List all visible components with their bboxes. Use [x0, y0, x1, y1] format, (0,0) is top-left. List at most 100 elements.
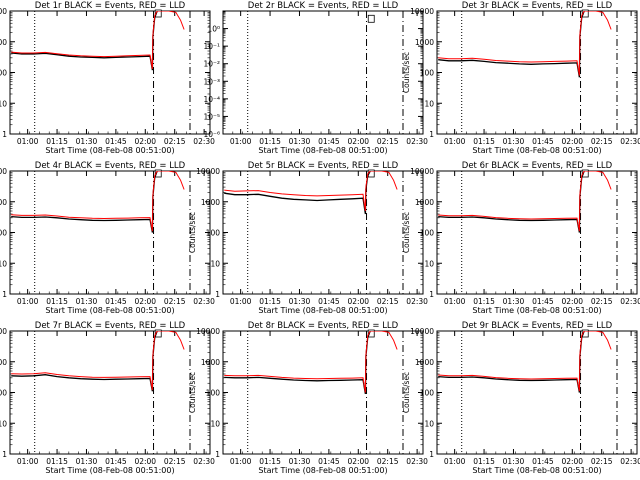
- y-tick-label: 10: [0, 419, 7, 428]
- y-tick-label: 10⁻³: [203, 77, 220, 86]
- events-series-line: [11, 11, 158, 71]
- y-tick-label: 1: [215, 290, 220, 299]
- x-tick-label: 01:45: [318, 457, 340, 466]
- y-tick-label: 1: [429, 130, 434, 139]
- x-tick-label: 02:15: [591, 457, 613, 466]
- y-tick-label: 100: [0, 229, 7, 238]
- events-series-line: [438, 331, 585, 393]
- x-tick-label: 01:30: [503, 137, 525, 146]
- lld-series-line: [11, 331, 185, 391]
- attenuator-box-marker: [581, 9, 589, 18]
- y-tick-label: 10000: [0, 167, 7, 176]
- x-tick-label: 01:45: [532, 137, 554, 146]
- x-tick-label: 02:15: [377, 137, 399, 146]
- x-tick-label: 02:30: [406, 137, 428, 146]
- plot-frame: [436, 10, 638, 135]
- lld-series-line: [224, 331, 398, 393]
- x-axis-label: Start Time (08-Feb-08 00:51:00): [258, 466, 387, 475]
- detector-panel-8: Det 8r BLACK = Events, RED = LLD 1 10 100 10…: [188, 321, 428, 475]
- x-tick-label: 01:00: [444, 457, 466, 466]
- lld-series-line: [224, 171, 398, 212]
- x-tick-label: 02:00: [347, 457, 369, 466]
- y-tick-label: 10: [424, 419, 434, 428]
- x-tick-label: 02:00: [134, 457, 156, 466]
- attenuator-box-marker: [581, 329, 589, 338]
- attenuator-box-marker: [367, 329, 375, 338]
- x-tick-label: 01:00: [444, 137, 466, 146]
- lld-series-line: [438, 331, 612, 392]
- y-axis-label: Counts/sec: [188, 212, 197, 253]
- plot-frame: [9, 10, 211, 135]
- plot-frame: [9, 170, 211, 295]
- x-tick-label: 01:15: [259, 137, 281, 146]
- y-tick-label: 10⁻⁵: [203, 112, 220, 121]
- detector-panel-7: Det 7r BLACK = Events, RED = LLD 1 10 100 10…: [0, 321, 215, 475]
- x-tick-label: 01:45: [318, 137, 340, 146]
- x-axis-label: Start Time (08-Feb-08 00:51:00): [472, 466, 601, 475]
- x-tick-label: 01:15: [473, 137, 495, 146]
- x-tick-label: 01:30: [503, 297, 525, 306]
- panel-title: Det 1r BLACK = Events, RED = LLD: [35, 1, 186, 11]
- x-axis-label: Start Time (08-Feb-08 00:51:00): [45, 466, 174, 475]
- y-tick-label: 10: [424, 259, 434, 268]
- events-series-line: [11, 171, 158, 233]
- y-tick-label: 100: [0, 389, 7, 398]
- x-axis-label: Start Time (08-Feb-08 00:51:00): [258, 146, 387, 155]
- x-tick-label: 01:00: [230, 297, 252, 306]
- y-tick-label: 100: [420, 389, 435, 398]
- x-tick-label: 01:45: [105, 297, 127, 306]
- y-tick-label: 1000: [415, 38, 434, 47]
- x-tick-label: 02:30: [620, 137, 640, 146]
- y-tick-label: 10000: [0, 7, 7, 16]
- y-tick-label: 10⁻⁴: [203, 95, 220, 104]
- events-series-line: [224, 331, 371, 395]
- detector-panel-6: Det 6r BLACK = Events, RED = LLD 1 10 100 10…: [402, 161, 640, 315]
- x-tick-label: 02:15: [591, 297, 613, 306]
- x-tick-label: 02:00: [347, 137, 369, 146]
- x-axis-label: Start Time (08-Feb-08 00:51:00): [472, 306, 601, 315]
- x-tick-label: 02:15: [377, 457, 399, 466]
- events-series-line: [438, 11, 585, 78]
- y-tick-label: 10⁻²: [203, 60, 220, 69]
- y-tick-label: 1: [2, 450, 7, 459]
- detector-panel-4: Det 4r BLACK = Events, RED = LLD 1 10 100 10…: [0, 161, 215, 315]
- y-tick-label: 10000: [410, 7, 434, 16]
- panel-title: Det 8r BLACK = Events, RED = LLD: [248, 321, 399, 331]
- y-tick-label: 1: [429, 290, 434, 299]
- x-tick-label: 02:00: [347, 297, 369, 306]
- detector-panel-2: Det 2r BLACK = Events, RED = LLD 10⁻⁶ 10⁻⁵…: [203, 1, 428, 155]
- x-tick-label: 02:00: [134, 297, 156, 306]
- panel-title: Det 7r BLACK = Events, RED = LLD: [35, 321, 186, 331]
- x-tick-label: 02:30: [406, 457, 428, 466]
- detector-panel-5: Det 5r BLACK = Events, RED = LLD 1 10 100 10…: [188, 161, 428, 315]
- y-axis-label: Counts/sec: [402, 212, 411, 253]
- x-tick-label: 01:00: [230, 137, 252, 146]
- y-tick-label: 1: [215, 450, 220, 459]
- y-tick-label: 100: [0, 69, 7, 78]
- panel-title: Det 6r BLACK = Events, RED = LLD: [462, 161, 613, 171]
- detector-panel-1: Det 1r BLACK = Events, RED = LLD 1 10 100 10…: [0, 1, 215, 155]
- y-tick-label: 1: [2, 130, 7, 139]
- lld-series-line: [11, 171, 185, 232]
- x-tick-label: 01:15: [46, 137, 68, 146]
- plot-frame: [436, 170, 638, 295]
- x-tick-label: 01:30: [76, 297, 98, 306]
- y-tick-label: 10⁻¹: [203, 42, 220, 51]
- plot-frame: [222, 170, 424, 295]
- y-tick-label: 1000: [415, 358, 434, 367]
- x-tick-label: 01:45: [532, 457, 554, 466]
- y-tick-label: 10000: [196, 327, 220, 336]
- x-tick-label: 02:30: [193, 297, 215, 306]
- y-tick-label: 10000: [410, 327, 434, 336]
- attenuator-box-marker: [154, 169, 162, 178]
- plot-frame: [222, 330, 424, 455]
- x-axis-label: Start Time (08-Feb-08 00:51:00): [45, 306, 174, 315]
- x-tick-label: 01:45: [105, 137, 127, 146]
- y-tick-label: 100: [420, 69, 435, 78]
- panel-title: Det 5r BLACK = Events, RED = LLD: [248, 161, 399, 171]
- y-tick-label: 1000: [201, 358, 220, 367]
- plot-frame: [436, 330, 638, 455]
- attenuator-box-marker: [367, 14, 375, 23]
- y-tick-label: 1: [429, 450, 434, 459]
- y-tick-label: 10000: [410, 167, 434, 176]
